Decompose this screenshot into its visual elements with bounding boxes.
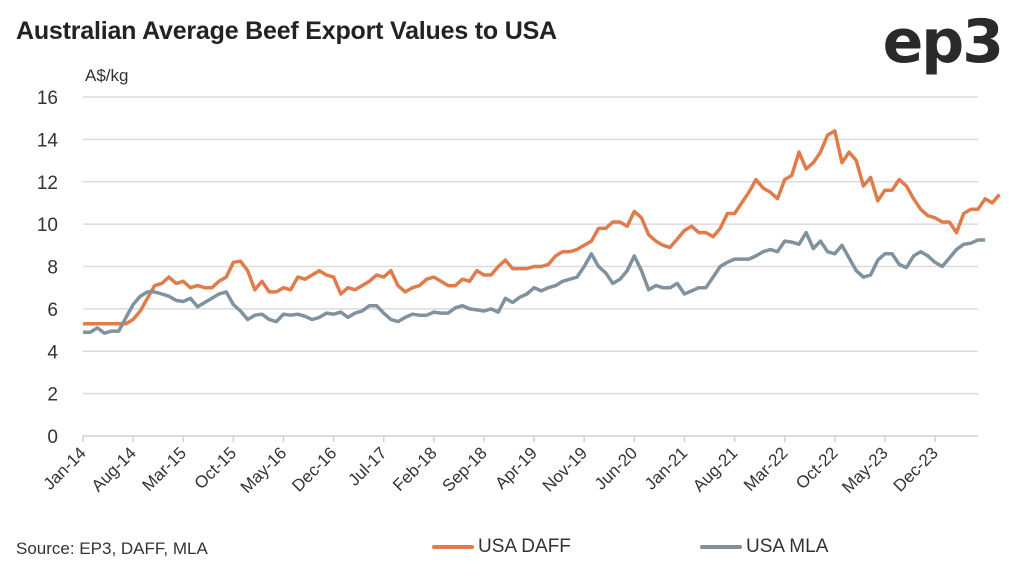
y-tick-label: 2 [47, 385, 58, 406]
x-tick-label: Nov-19 [539, 443, 591, 495]
legend-swatch-usa-daff [432, 545, 474, 549]
x-tick-label: Jan-14 [40, 443, 90, 493]
y-tick-label: 4 [47, 342, 58, 363]
series-lines [83, 129, 1001, 335]
x-tick-label: Jun-20 [591, 443, 641, 493]
legend-item-usa-daff: USA DAFF [432, 536, 571, 558]
legend-swatch-usa-mla [700, 545, 742, 549]
x-tick-label: Oct-22 [792, 443, 842, 493]
y-tick-label: 16 [37, 88, 58, 109]
y-tick-label: 8 [47, 258, 58, 279]
x-tick-label: May-16 [237, 443, 291, 497]
x-tick-label: Jul-17 [344, 443, 390, 489]
y-tick-label: 0 [47, 427, 58, 448]
x-tick-label: Feb-18 [389, 443, 441, 495]
x-tick-label: Dec-23 [890, 443, 942, 495]
y-tick-label: 14 [37, 130, 59, 151]
x-tick-label: Oct-15 [191, 443, 241, 493]
x-tick-label: Mar-22 [740, 443, 792, 495]
x-tick-label: Aug-21 [689, 443, 741, 495]
x-tick-label: Jan-21 [641, 443, 691, 493]
legend-label-usa-daff: USA DAFF [478, 536, 571, 557]
series-line-usa-mla [83, 230, 986, 335]
x-tick-label: Aug-14 [88, 443, 140, 495]
x-tick-label: Mar-15 [139, 443, 191, 495]
x-tick-label: Dec-16 [288, 443, 340, 495]
source-note: Source: EP3, DAFF, MLA [16, 539, 208, 558]
ep3-logo: ep3 [882, 7, 1004, 77]
y-tick-label: 10 [37, 215, 58, 236]
x-tick-label: Sep-18 [439, 443, 491, 495]
y-tick-label: 6 [47, 300, 58, 321]
x-tick-label: Apr-19 [491, 443, 541, 493]
y-axis-ticks: 0 2 4 6 8 10 12 14 16 [37, 88, 59, 448]
legend-item-usa-mla: USA MLA [700, 536, 828, 558]
y-axis-unit-label: A$/kg [85, 66, 129, 85]
y-tick-label: 12 [37, 173, 58, 194]
legend-label-usa-mla: USA MLA [746, 536, 829, 557]
x-tick-label: May-23 [838, 443, 892, 497]
series-line-usa-daff [83, 129, 1001, 326]
chart-title: Australian Average Beef Export Values to… [16, 17, 557, 45]
